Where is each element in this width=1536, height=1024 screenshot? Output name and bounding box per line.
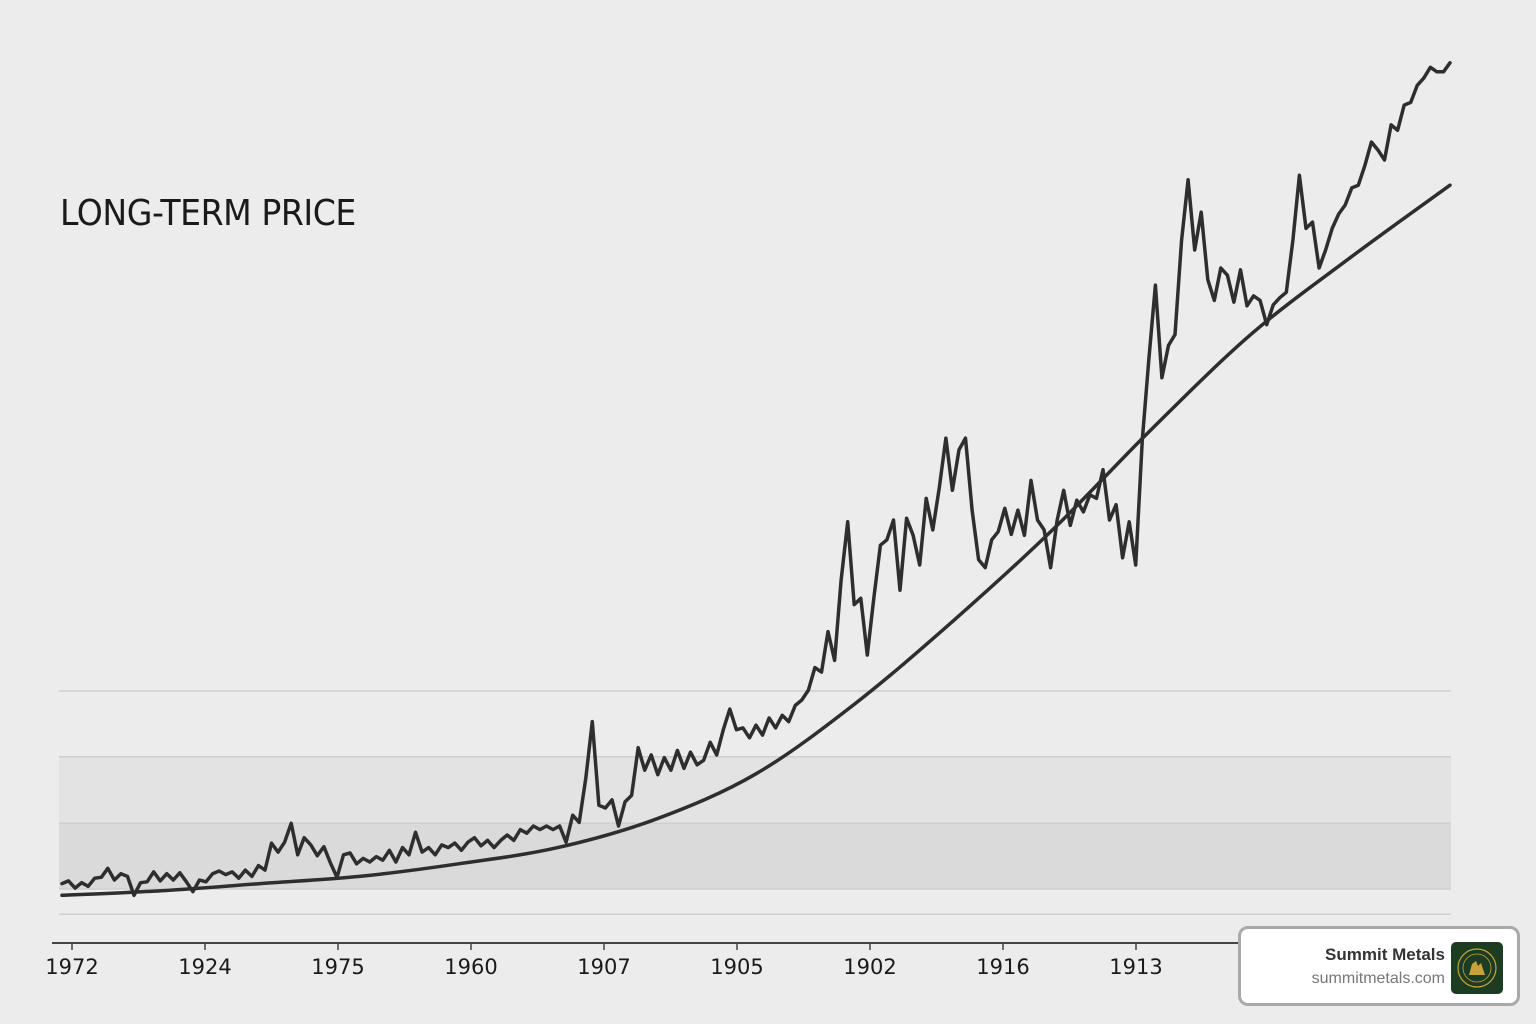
- brand-badge[interactable]: Summit Metals summitmetals.com: [1238, 926, 1520, 1006]
- brand-url[interactable]: summitmetals.com: [1311, 970, 1445, 987]
- x-tick-label: 1975: [311, 955, 364, 979]
- trend-line: [60, 183, 1452, 898]
- chart-title: LONG-TERM PRICE: [60, 193, 356, 234]
- brand-name: Summit Metals: [1325, 945, 1445, 964]
- x-tick-label: 1907: [577, 955, 630, 979]
- brand-logo-icon: [1451, 942, 1503, 994]
- x-tick-label: 1916: [976, 955, 1029, 979]
- x-tick-label: 1902: [843, 955, 896, 979]
- x-tick-label: 1972: [45, 955, 98, 979]
- x-tick-label: 1905: [710, 955, 763, 979]
- x-tick-label: 1913: [1109, 955, 1162, 979]
- price-line: [60, 61, 1452, 898]
- grid-band: [59, 756, 1451, 824]
- x-tick-label: 1924: [178, 955, 231, 979]
- x-tick-label: 1960: [444, 955, 497, 979]
- grid-band: [59, 823, 1451, 889]
